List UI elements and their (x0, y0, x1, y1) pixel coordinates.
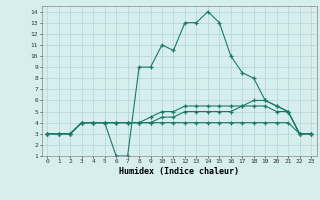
X-axis label: Humidex (Indice chaleur): Humidex (Indice chaleur) (119, 167, 239, 176)
